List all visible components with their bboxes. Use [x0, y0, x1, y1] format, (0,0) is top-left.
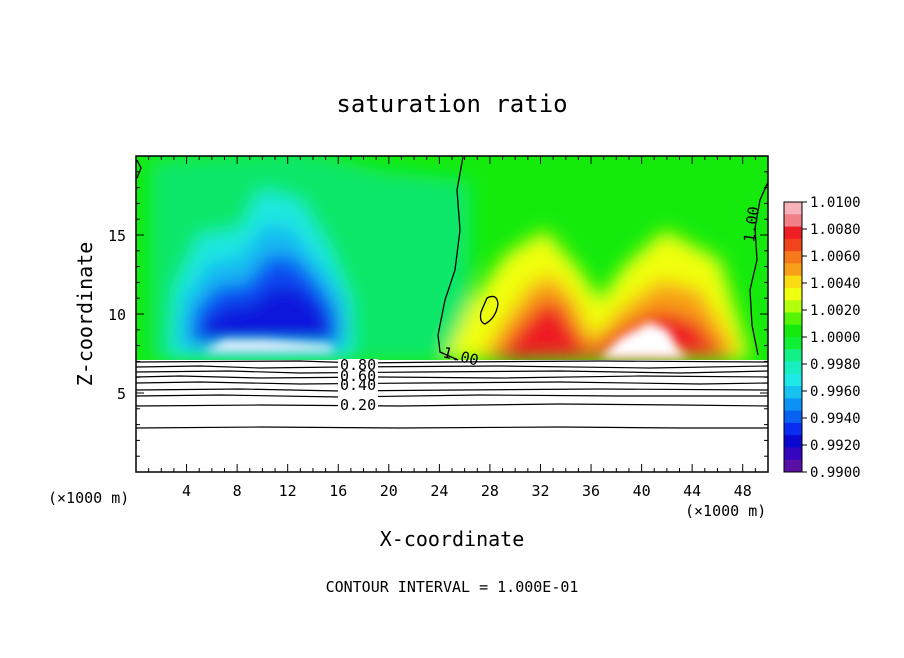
y-axis-label: Z-coordinate: [73, 242, 97, 387]
colorbar-swatch: [784, 373, 802, 387]
colorbar-swatch: [784, 287, 802, 301]
colorbar-label: 1.0100: [810, 195, 861, 211]
contour-label-0.60: 0.60: [340, 367, 376, 385]
chart-title: saturation ratio: [336, 90, 567, 118]
contour-line-0.60: [135, 375, 769, 379]
field-deep-blue-region: [200, 285, 333, 345]
colorbar-swatch: [784, 386, 802, 399]
colorbar-label: 1.0060: [810, 249, 861, 265]
x-tick-label: 4: [182, 482, 191, 500]
contour-line-0.30: [135, 394, 768, 398]
x-tick-label: 36: [582, 482, 600, 500]
y-tick-label: 10: [108, 306, 126, 324]
colorbar-swatch: [784, 214, 802, 227]
x-tick-label: 16: [329, 482, 347, 500]
colorbar-label: 1.0080: [810, 222, 861, 238]
y-tick-label: 15: [108, 227, 126, 245]
field-layer: [136, 156, 768, 360]
colorbar-swatch: [784, 349, 802, 362]
x-axis-unit-right: (×1000 m): [685, 502, 766, 520]
colorbar-label: 1.0000: [810, 330, 861, 346]
contour-line-1.00-right: [749, 181, 769, 356]
contour-line-0.20: [135, 403, 769, 407]
contour-label-0.40: 0.40: [340, 376, 376, 394]
colorbar-swatch: [784, 361, 802, 375]
colorbar-border: [783, 201, 803, 473]
colorbar-swatch: [784, 435, 802, 448]
contour-label-0.80: 0.80: [340, 356, 376, 374]
colorbar-swatch: [784, 459, 802, 473]
colorbar-swatch: [784, 398, 802, 412]
x-tick-label: 8: [233, 482, 242, 500]
y-tick-label: 5: [117, 385, 126, 403]
colorbar-swatch: [784, 422, 802, 436]
contour-line-0.90: [135, 360, 769, 364]
x-axis-unit-left: (×1000 m): [48, 489, 129, 507]
contour-lines-upper: [136, 156, 769, 361]
colorbar-swatch: [784, 300, 802, 313]
contour-interval-note: CONTOUR INTERVAL = 1.000E-01: [326, 578, 579, 596]
y-axis-ticks: 5 10 15: [108, 171, 768, 457]
contour-line-0.10: [135, 426, 768, 429]
colorbar-swatch: [784, 238, 802, 252]
field-near-saturated-region: [205, 340, 335, 352]
colorbar-label: 1.0040: [810, 276, 861, 292]
colorbar-swatch: [784, 202, 802, 215]
colorbar-swatch: [784, 410, 802, 424]
x-tick-label: 24: [430, 482, 448, 500]
colorbar-swatch: [784, 324, 802, 338]
colorbar-swatch: [784, 337, 802, 350]
x-axis-label: X-coordinate: [380, 527, 525, 551]
x-tick-label: 40: [633, 482, 651, 500]
contour-label-0.20: 0.20: [340, 396, 376, 414]
colorbar: 1.0100 1.0080 1.0060 1.0040 1.0020 1.0000 0.99…: [784, 195, 861, 481]
contour-line-1.00-topleft: [136, 159, 142, 179]
field-supersaturated-region: [600, 322, 690, 358]
contour-line-1.00-left: [437, 156, 464, 361]
colorbar-swatch: [784, 251, 802, 264]
x-tick-label: 20: [380, 482, 398, 500]
contour-label-1.00-right: 1.00: [740, 205, 763, 243]
colorbar-label: 0.9940: [810, 411, 861, 427]
colorbar-label: 0.9960: [810, 384, 861, 400]
colorbar-swatch: [784, 263, 802, 277]
contour-line-1.00-loop: [479, 295, 499, 325]
lower-field: [136, 360, 768, 472]
colorbar-swatch: [784, 226, 802, 240]
x-axis-ticks: 4 8 12 16 20 24 28 32 36 40 44 48: [148, 156, 756, 500]
contour-label-bg: [338, 359, 378, 409]
colorbar-swatch: [784, 447, 802, 461]
colorbar-swatch: [784, 312, 802, 326]
x-tick-label: 28: [481, 482, 499, 500]
x-tick-label: 48: [734, 482, 752, 500]
contour-line-0.50: [135, 381, 769, 385]
contour-line-0.70: [135, 370, 769, 374]
colorbar-swatch: [784, 275, 802, 289]
x-tick-label: 32: [531, 482, 549, 500]
colorbar-label: 0.9980: [810, 357, 861, 373]
colorbar-label: 0.9900: [810, 465, 861, 481]
colorbar-label: 0.9920: [810, 438, 861, 454]
x-tick-label: 12: [279, 482, 297, 500]
colorbar-label: 1.0020: [810, 303, 861, 319]
x-tick-label: 44: [683, 482, 701, 500]
contour-line-0.40: [135, 388, 769, 392]
